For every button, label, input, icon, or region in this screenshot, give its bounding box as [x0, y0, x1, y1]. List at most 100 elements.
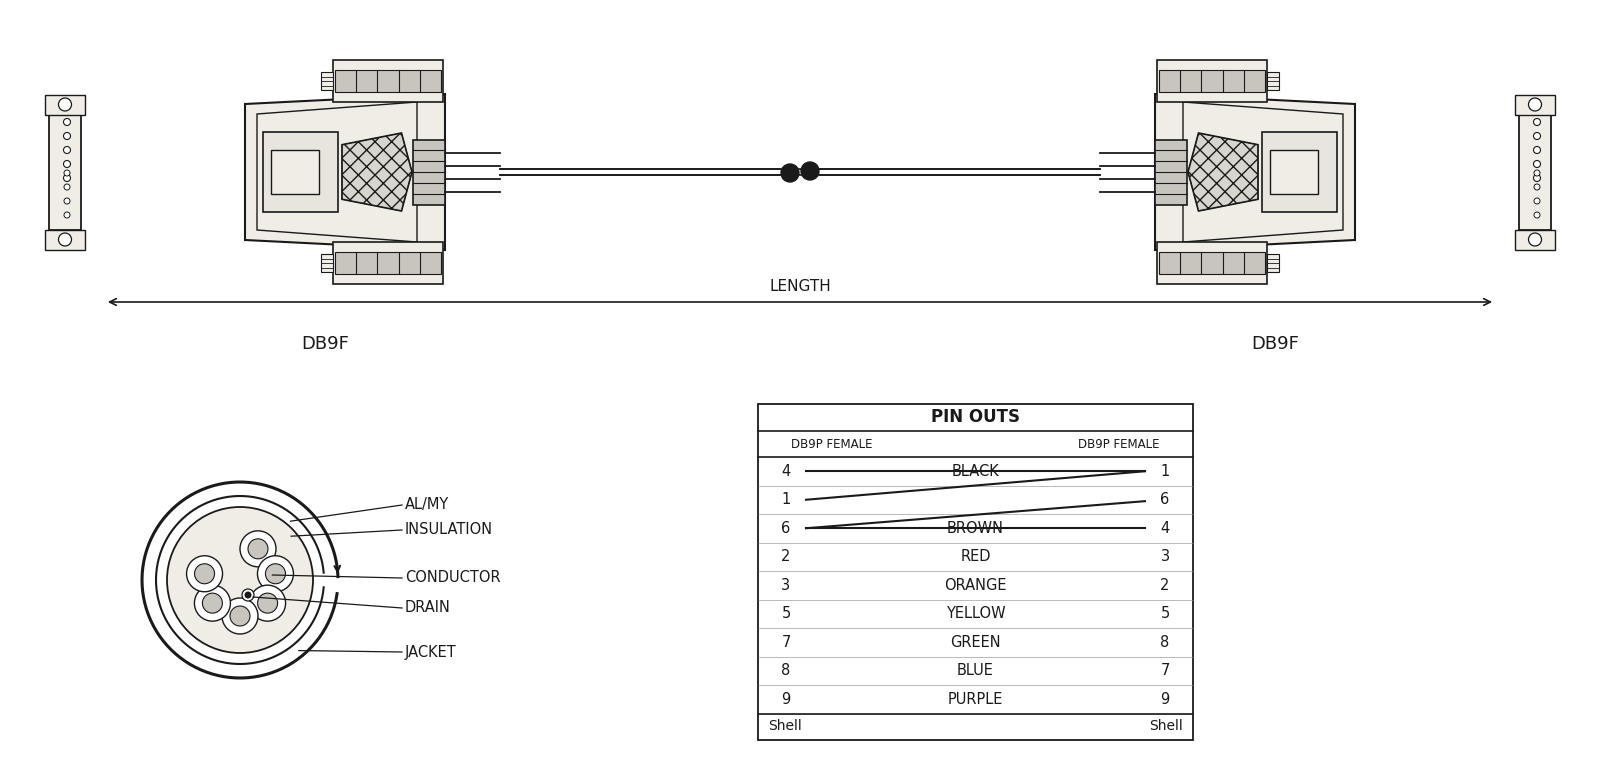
- Bar: [1267, 72, 1278, 90]
- Text: 5: 5: [781, 607, 790, 621]
- Text: PURPLE: PURPLE: [947, 692, 1003, 707]
- Circle shape: [64, 146, 70, 153]
- Bar: [1518, 114, 1550, 230]
- Bar: [333, 60, 443, 102]
- Text: 7: 7: [1160, 663, 1170, 678]
- Text: 6: 6: [1160, 492, 1170, 507]
- Text: 4: 4: [781, 464, 790, 478]
- Bar: [262, 132, 338, 212]
- Text: INSULATION: INSULATION: [405, 523, 493, 537]
- Bar: [1267, 254, 1278, 272]
- Text: 9: 9: [1160, 692, 1170, 707]
- Bar: [1269, 150, 1318, 194]
- Bar: [322, 72, 333, 90]
- Text: ORANGE: ORANGE: [944, 578, 1006, 593]
- Circle shape: [1533, 118, 1541, 125]
- Text: 2: 2: [781, 549, 790, 565]
- Circle shape: [1534, 212, 1539, 218]
- Circle shape: [258, 593, 277, 613]
- Text: LENGTH: LENGTH: [770, 279, 830, 294]
- Circle shape: [230, 606, 250, 626]
- Text: YELLOW: YELLOW: [946, 607, 1005, 621]
- Text: 7: 7: [781, 635, 790, 650]
- Bar: [1158, 70, 1266, 92]
- Text: JACKET: JACKET: [405, 645, 456, 659]
- Bar: [758, 404, 1194, 739]
- Text: 4: 4: [1160, 521, 1170, 536]
- Circle shape: [195, 585, 230, 621]
- Bar: [1155, 140, 1187, 204]
- Circle shape: [64, 118, 70, 125]
- Circle shape: [59, 233, 72, 246]
- Circle shape: [64, 175, 70, 182]
- Text: BLUE: BLUE: [957, 663, 994, 678]
- Bar: [333, 242, 443, 284]
- Circle shape: [1534, 184, 1539, 190]
- Circle shape: [203, 593, 222, 613]
- Text: 2: 2: [1160, 578, 1170, 593]
- Bar: [50, 114, 82, 230]
- Circle shape: [1533, 146, 1541, 153]
- Bar: [1262, 132, 1338, 212]
- Circle shape: [222, 598, 258, 634]
- Circle shape: [781, 164, 798, 182]
- Bar: [413, 140, 445, 204]
- Polygon shape: [1187, 133, 1258, 211]
- Text: 8: 8: [1160, 635, 1170, 650]
- Text: DB9P FEMALE: DB9P FEMALE: [1078, 437, 1160, 450]
- Text: DB9P FEMALE: DB9P FEMALE: [792, 437, 872, 450]
- Circle shape: [1533, 133, 1541, 140]
- Bar: [45, 230, 85, 250]
- Circle shape: [258, 555, 293, 592]
- Circle shape: [1528, 233, 1541, 246]
- Text: 3: 3: [781, 578, 790, 593]
- Text: 5: 5: [1160, 607, 1170, 621]
- Circle shape: [1533, 175, 1541, 182]
- Polygon shape: [342, 133, 413, 211]
- Bar: [334, 70, 442, 92]
- Bar: [1157, 60, 1267, 102]
- Circle shape: [250, 585, 285, 621]
- Text: 6: 6: [781, 521, 790, 536]
- Text: BLACK: BLACK: [952, 464, 1000, 478]
- Circle shape: [242, 589, 254, 601]
- Bar: [45, 95, 85, 114]
- Circle shape: [64, 198, 70, 204]
- Circle shape: [1533, 160, 1541, 168]
- Text: GREEN: GREEN: [950, 635, 1002, 650]
- Bar: [334, 252, 442, 274]
- Circle shape: [1528, 98, 1541, 111]
- Circle shape: [240, 531, 277, 567]
- Bar: [1158, 252, 1266, 274]
- Text: Shell: Shell: [1149, 720, 1182, 733]
- Circle shape: [1534, 170, 1539, 176]
- Text: RED: RED: [960, 549, 990, 565]
- Circle shape: [266, 564, 285, 584]
- Text: 1: 1: [1160, 464, 1170, 478]
- Circle shape: [187, 555, 222, 592]
- Text: DB9F: DB9F: [301, 335, 349, 353]
- Circle shape: [1534, 198, 1539, 204]
- Text: DRAIN: DRAIN: [405, 600, 451, 616]
- Circle shape: [64, 184, 70, 190]
- Text: 3: 3: [1160, 549, 1170, 565]
- Circle shape: [802, 162, 819, 180]
- Polygon shape: [1182, 102, 1342, 242]
- Text: PIN OUTS: PIN OUTS: [931, 408, 1021, 427]
- Circle shape: [248, 539, 269, 559]
- Bar: [1515, 230, 1555, 250]
- Bar: [322, 254, 333, 272]
- Text: CONDUCTOR: CONDUCTOR: [405, 571, 501, 585]
- Circle shape: [195, 564, 214, 584]
- Text: AL/MY: AL/MY: [405, 497, 450, 513]
- Text: DB9F: DB9F: [1251, 335, 1299, 353]
- Bar: [1515, 95, 1555, 114]
- Circle shape: [59, 98, 72, 111]
- Text: Shell: Shell: [768, 720, 802, 733]
- Text: 9: 9: [781, 692, 790, 707]
- Circle shape: [64, 133, 70, 140]
- Text: 8: 8: [781, 663, 790, 678]
- Bar: [270, 150, 320, 194]
- Circle shape: [245, 591, 251, 598]
- Text: 1: 1: [781, 492, 790, 507]
